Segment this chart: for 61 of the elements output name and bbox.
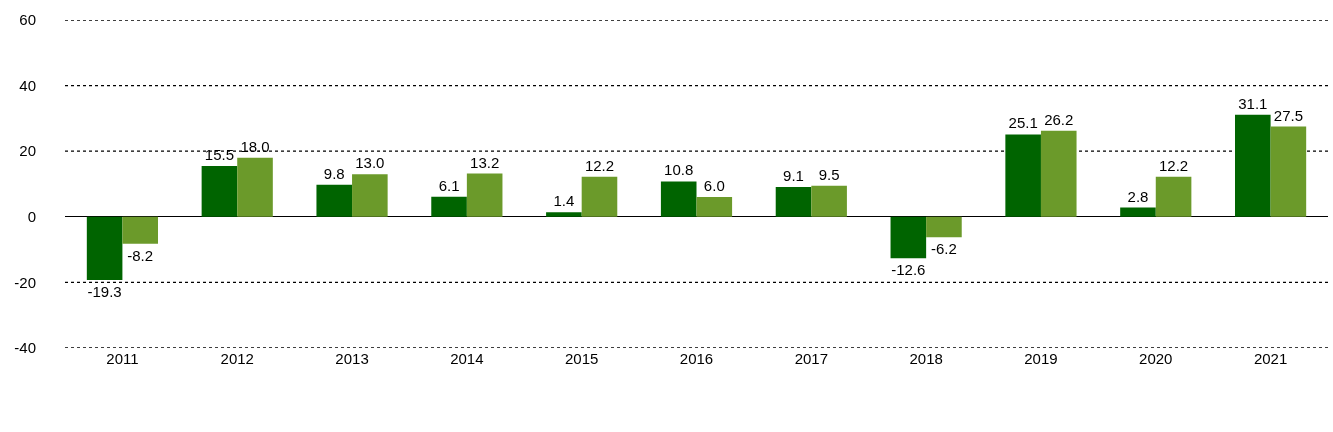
y-tick-label: 40 [19, 76, 36, 94]
bar [316, 184, 353, 217]
bar [1270, 126, 1307, 217]
bar [237, 157, 273, 217]
data-label: 12.2 [1158, 156, 1189, 174]
x-tick-label: 2016 [679, 350, 714, 367]
bar [466, 173, 503, 217]
data-label: -8.2 [127, 246, 154, 264]
x-tick-label: 2015 [564, 350, 599, 367]
data-label: -12.6 [891, 261, 926, 279]
data-label: 12.2 [584, 156, 615, 174]
bar [660, 181, 697, 217]
bar [581, 176, 618, 217]
x-tick-label: 2014 [450, 350, 484, 367]
data-label: 25.1 [1008, 114, 1038, 132]
x-tick-label: 2012 [220, 350, 254, 367]
bar [811, 185, 847, 217]
x-tick-label: 2018 [909, 350, 943, 367]
x-tick-label: 2011 [106, 350, 139, 367]
bar [86, 216, 123, 281]
bar [926, 216, 962, 238]
data-label: 15.5 [204, 145, 235, 163]
x-tick-label: 2013 [335, 350, 369, 367]
bar [431, 196, 467, 217]
data-label: 13.0 [355, 154, 385, 172]
bar [122, 216, 158, 244]
data-label: 31.1 [1238, 94, 1268, 112]
data-label: 9.5 [818, 165, 840, 183]
x-tick-label: 2017 [794, 350, 829, 367]
data-label: 13.2 [470, 153, 500, 171]
bar [1235, 114, 1271, 217]
bar [1040, 130, 1077, 217]
y-tick-label: 20 [19, 142, 36, 160]
bar [775, 186, 812, 217]
y-tick-label: 0 [27, 208, 36, 226]
bar [201, 165, 238, 217]
data-label: 2.8 [1127, 187, 1149, 205]
bar [890, 216, 927, 259]
data-label: 10.8 [664, 161, 694, 179]
data-label: 1.4 [553, 192, 575, 210]
data-label: 27.5 [1273, 106, 1303, 124]
bar [1120, 207, 1156, 217]
data-label: 9.1 [783, 166, 804, 184]
data-label: -6.2 [931, 240, 957, 258]
bar [1155, 176, 1192, 217]
bar [696, 197, 733, 217]
x-tick-label: 2021 [1253, 350, 1288, 367]
data-label: -19.3 [87, 283, 122, 301]
bar [1005, 134, 1041, 217]
data-label: 6.1 [438, 176, 460, 194]
data-label: 18.0 [240, 137, 270, 155]
y-tick-label: 60 [19, 11, 36, 29]
x-tick-label: 2019 [1024, 350, 1058, 367]
data-label: 6.0 [703, 177, 725, 195]
y-tick-label: -40 [14, 339, 36, 357]
bar [546, 212, 582, 217]
y-tick-label: -20 [14, 273, 36, 291]
bar [352, 174, 388, 217]
data-label: 26.2 [1044, 110, 1074, 128]
data-label: 9.8 [323, 164, 345, 182]
x-tick-label: 2020 [1139, 350, 1173, 367]
